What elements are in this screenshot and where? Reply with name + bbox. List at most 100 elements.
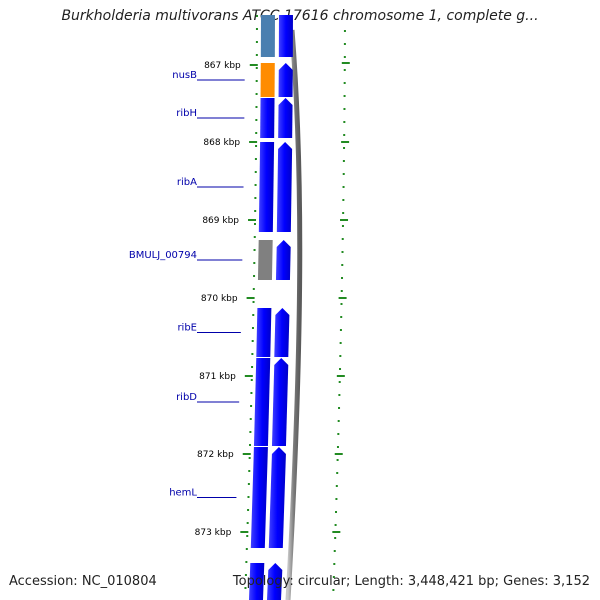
- gene-segment[interactable]: [257, 240, 273, 280]
- minor-tick: [255, 93, 258, 95]
- minor-tick: [343, 147, 346, 149]
- major-tick: [249, 64, 258, 66]
- minor-tick: [342, 199, 345, 201]
- minor-tick: [337, 433, 340, 435]
- major-tick: [242, 453, 251, 455]
- minor-tick: [339, 342, 342, 344]
- cds-arrow[interactable]: [274, 308, 290, 357]
- map-title: Burkholderia multivorans ATCC 17616 chro…: [61, 8, 539, 24]
- minor-tick: [254, 210, 257, 212]
- major-tick: [338, 297, 347, 299]
- gene-segment[interactable]: [253, 358, 271, 446]
- minor-tick: [336, 472, 339, 474]
- gene-label[interactable]: nusB: [172, 70, 197, 81]
- gene-segment[interactable]: [256, 308, 272, 357]
- minor-tick: [251, 340, 254, 342]
- minor-tick: [343, 134, 346, 136]
- scale-labels: 867 kbp 868 kbp 869 kbp 870 kbp 871 kbp 872 k…: [195, 61, 241, 538]
- minor-tick: [343, 82, 346, 84]
- minor-tick: [336, 459, 339, 461]
- minor-tick: [341, 264, 344, 266]
- gene-label[interactable]: ribE: [177, 323, 197, 334]
- minor-tick: [244, 587, 247, 589]
- gene-label[interactable]: ribH: [176, 108, 197, 119]
- gene-segment[interactable]: [260, 98, 275, 138]
- minor-tick: [251, 327, 254, 329]
- minor-tick: [255, 15, 258, 17]
- minor-tick: [248, 470, 251, 472]
- minor-tick: [341, 277, 344, 279]
- cds-arrow[interactable]: [278, 63, 293, 97]
- major-tick: [336, 375, 345, 377]
- major-tick: [248, 219, 257, 221]
- minor-tick: [342, 212, 345, 214]
- minor-tick: [337, 420, 340, 422]
- minor-tick: [340, 316, 343, 318]
- scale-label: 869 kbp: [202, 216, 239, 226]
- minor-tick: [255, 80, 258, 82]
- minor-tick: [253, 262, 256, 264]
- major-tick: [240, 531, 249, 533]
- minor-tick: [254, 184, 257, 186]
- minor-tick: [339, 355, 342, 357]
- gene-label[interactable]: hemL: [169, 488, 197, 499]
- gene-segment[interactable]: [260, 15, 275, 57]
- gene-segment[interactable]: [249, 563, 265, 600]
- minor-tick: [255, 67, 258, 69]
- minor-tick: [253, 275, 256, 277]
- gene-segment[interactable]: [258, 142, 275, 232]
- cds-arrow[interactable]: [271, 358, 289, 446]
- minor-tick: [342, 160, 345, 162]
- gene-label[interactable]: BMULJ_00794: [129, 250, 197, 261]
- minor-tick: [341, 225, 344, 227]
- cds-track: [267, 15, 293, 600]
- gene-label[interactable]: ribA: [177, 177, 197, 188]
- minor-tick: [249, 444, 252, 446]
- minor-tick: [340, 290, 343, 292]
- minor-tick: [255, 28, 258, 30]
- cds-arrow[interactable]: [268, 447, 286, 548]
- major-tick: [334, 453, 343, 455]
- cds-arrow[interactable]: [278, 15, 293, 57]
- minor-tick: [250, 379, 253, 381]
- minor-tick: [255, 132, 258, 134]
- gene-track: [249, 15, 275, 600]
- minor-tick: [338, 407, 341, 409]
- scale-label: 871 kbp: [199, 372, 236, 382]
- minor-tick: [254, 158, 257, 160]
- minor-tick: [335, 511, 338, 513]
- minor-tick: [248, 457, 251, 459]
- minor-tick: [338, 394, 341, 396]
- minor-tick: [335, 498, 338, 500]
- minor-tick: [339, 329, 342, 331]
- minor-tick: [251, 353, 254, 355]
- cds-arrow[interactable]: [276, 142, 293, 232]
- major-tick: [246, 297, 255, 299]
- cds-arrow[interactable]: [278, 98, 293, 138]
- minor-tick: [343, 56, 346, 58]
- minor-tick: [343, 30, 346, 32]
- minor-tick: [254, 171, 257, 173]
- minor-tick: [332, 589, 335, 591]
- minor-tick: [251, 366, 254, 368]
- minor-tick: [244, 574, 247, 576]
- minor-tick: [255, 41, 258, 43]
- gene-segment[interactable]: [260, 63, 275, 97]
- scale-label: 873 kbp: [195, 528, 232, 538]
- gene-segment[interactable]: [250, 447, 268, 548]
- cds-arrow[interactable]: [275, 240, 291, 280]
- cds-arrow[interactable]: [267, 563, 283, 600]
- scale-label: 868 kbp: [203, 138, 240, 148]
- minor-tick: [336, 446, 339, 448]
- minor-tick: [247, 496, 250, 498]
- outer-tick-marks: [332, 30, 350, 591]
- minor-tick: [339, 368, 342, 370]
- minor-tick: [254, 197, 257, 199]
- minor-tick: [255, 106, 258, 108]
- minor-tick: [253, 223, 256, 225]
- minor-tick: [343, 69, 346, 71]
- minor-tick: [250, 405, 253, 407]
- gene-label[interactable]: ribD: [176, 392, 197, 403]
- minor-tick: [253, 249, 256, 251]
